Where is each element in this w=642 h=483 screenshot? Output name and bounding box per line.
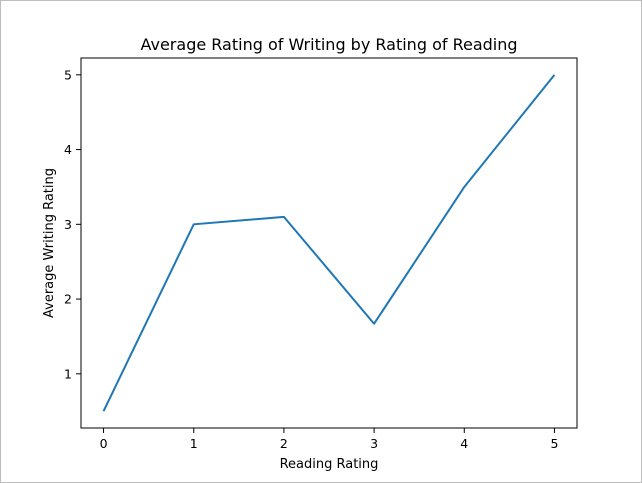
x-axis: 0 1 2 3 4 5: [100, 428, 558, 451]
x-tick-label: 2: [280, 436, 288, 451]
y-tick-label: 2: [64, 292, 72, 307]
x-tick-label: 5: [550, 436, 558, 451]
y-axis-label: Average Writing Rating: [42, 168, 57, 318]
y-axis: 1 2 3 4 5: [64, 67, 81, 381]
x-tick-label: 0: [100, 436, 108, 451]
y-tick-label: 3: [64, 217, 72, 232]
data-points: [103, 74, 555, 412]
plot-area: [80, 57, 578, 429]
y-tick-label: 4: [64, 142, 72, 157]
y-tick-label: 1: [64, 366, 72, 381]
x-axis-label: Reading Rating: [280, 457, 379, 472]
chart-title: Average Rating of Writing by Rating of R…: [140, 35, 517, 54]
y-tick-label: 5: [64, 67, 72, 82]
x-tick-label: 1: [190, 436, 198, 451]
x-tick-label: 4: [460, 436, 468, 451]
series-line: [102, 74, 556, 412]
x-tick-label: 3: [370, 436, 378, 451]
